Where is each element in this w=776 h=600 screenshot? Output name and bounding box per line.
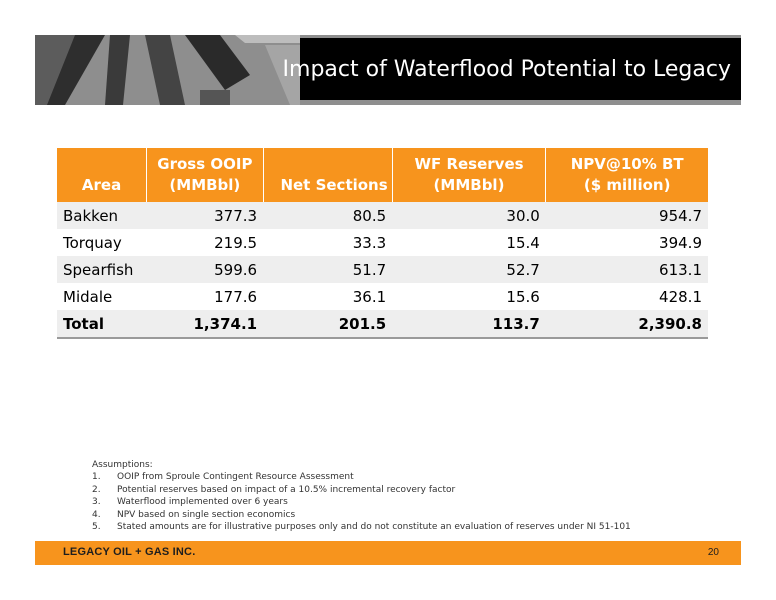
slide-title: Impact of Waterflood Potential to Legacy: [282, 56, 731, 82]
cell-wf: 15.4: [506, 233, 540, 252]
table-row: Torquay 219.5 33.3 15.4 394.9: [57, 229, 708, 256]
page-number: 20: [707, 547, 719, 558]
footer-bar: LEGACY OIL + GAS INC. 20: [35, 541, 741, 565]
table-row: Bakken 377.3 80.5 30.0 954.7: [57, 202, 708, 229]
cell-sections: 33.3: [352, 233, 387, 252]
cell-area: Total: [57, 310, 147, 339]
cell-ooip: 1,374.1: [146, 310, 264, 339]
header-npv: NPV@10% BT ($ million): [545, 148, 708, 202]
table-header-row: Area Gross OOIP (MMBbl) Net Sections WF R…: [57, 148, 708, 202]
cell-wf: 30.0: [392, 202, 546, 229]
cell-area: Midale: [63, 287, 113, 306]
title-box: Impact of Waterflood Potential to Legacy: [283, 38, 741, 100]
list-item: 2. Potential reserves based on impact of…: [92, 484, 456, 495]
cell-npv: 954.7: [545, 202, 708, 229]
table-row: Midale 177.6 36.1 15.6 428.1: [57, 283, 708, 310]
cell-npv: 613.1: [545, 256, 708, 283]
cell-wf: 113.7: [392, 310, 546, 339]
cell-ooip: 599.6: [146, 256, 264, 283]
cell-area: Bakken: [57, 202, 147, 229]
cell-ooip: 219.5: [214, 233, 258, 252]
table-row: Spearfish 599.6 51.7 52.7 613.1: [57, 256, 708, 283]
cell-sections: 201.5: [263, 310, 393, 339]
cell-npv: 394.9: [659, 233, 702, 252]
list-item: 4. NPV based on single section economics: [92, 509, 296, 520]
cell-wf: 52.7: [392, 256, 546, 283]
cell-sections: 51.7: [263, 256, 393, 283]
cell-wf: 15.6: [506, 287, 540, 306]
table-total-row: Total 1,374.1 201.5 113.7 2,390.8: [57, 310, 708, 339]
cell-sections: 80.5: [263, 202, 393, 229]
list-item: 1. OOIP from Sproule Contingent Resource…: [92, 472, 354, 483]
cell-area: Torquay: [63, 233, 122, 252]
company-logo: LEGACY OIL + GAS INC.: [63, 546, 196, 558]
cell-ooip: 377.3: [146, 202, 264, 229]
cell-npv: 2,390.8: [545, 310, 708, 339]
header-gross-ooip: Gross OOIP (MMBbl): [146, 148, 264, 202]
assumptions-notes: Assumptions: 1. OOIP from Sproule Contin…: [92, 459, 631, 533]
cell-area: Spearfish: [57, 256, 147, 283]
header-net-sections: Net Sections: [262, 148, 393, 202]
header-wf-reserves: WF Reserves (MMBbl): [391, 148, 546, 202]
list-item: 5. Stated amounts are for illustrative p…: [92, 522, 631, 533]
cell-ooip: 177.6: [214, 287, 258, 306]
assumptions-heading: Assumptions:: [92, 460, 153, 470]
list-item: 3. Waterflood implemented over 6 years: [92, 497, 288, 508]
cell-sections: 36.1: [352, 287, 387, 306]
cell-npv: 428.1: [659, 287, 702, 306]
header-area: Area: [57, 148, 147, 202]
waterflood-table: Area Gross OOIP (MMBbl) Net Sections WF R…: [57, 148, 708, 339]
